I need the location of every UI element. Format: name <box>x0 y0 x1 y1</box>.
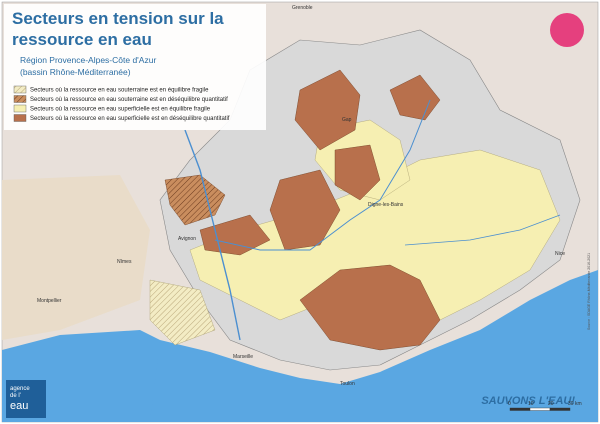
subtitle: (bassin Rhône-Méditerranée) <box>20 67 131 77</box>
brown-zone <box>334 144 381 201</box>
scale-bar: 0 10 20 30 km <box>508 401 582 411</box>
place: Digne-les-Bains <box>368 202 404 208</box>
scale-label: 30 km <box>568 401 582 407</box>
legend-swatch <box>13 95 27 103</box>
brown-zone <box>294 69 361 151</box>
scale-segment <box>529 407 551 411</box>
place: Grenoble <box>292 5 313 11</box>
agency-text: eau <box>10 400 28 412</box>
river-rhone <box>184 129 241 341</box>
place: Toulon <box>340 381 355 387</box>
agency-text: agence <box>10 386 30 392</box>
legend-label: Secteurs où la ressource en eau superfic… <box>30 116 230 122</box>
subtitle: Région Provence-Alpes-Côte d'Azur <box>20 55 156 65</box>
legend: Secteurs où la ressource en eau souterra… <box>13 85 230 122</box>
brown-zone <box>389 74 441 121</box>
place: Montpellier <box>37 298 62 304</box>
place: Marseille <box>233 354 253 360</box>
scale-label: 20 <box>548 401 554 407</box>
legend-label: Secteurs où la ressource en eau souterra… <box>30 97 228 103</box>
scale-segment <box>509 407 531 411</box>
scale-label: 10 <box>528 401 534 407</box>
scale-label: 0 <box>508 401 511 407</box>
brown-zone <box>269 169 341 251</box>
sea <box>140 270 598 422</box>
river-durance <box>214 99 431 251</box>
agency-logo <box>6 380 46 418</box>
title: ressource en eau <box>12 30 152 49</box>
legend-swatch <box>13 114 27 122</box>
river <box>404 214 561 246</box>
scale-segment <box>549 407 571 411</box>
place: Nîmes <box>117 259 132 265</box>
legend-swatch <box>13 85 27 94</box>
legend-label: Secteurs où la ressource en eau superfic… <box>30 107 211 113</box>
terrain <box>2 175 150 340</box>
legend-label: Secteurs où la ressource en eau souterra… <box>30 88 209 94</box>
brown-zone <box>199 214 271 256</box>
place: Avignon <box>178 236 196 242</box>
agency-text: de l' <box>10 393 21 399</box>
place: Nice <box>555 251 565 257</box>
title-panel <box>4 4 266 130</box>
badge <box>550 13 584 47</box>
title: Secteurs en tension sur la <box>12 9 224 28</box>
slogan: SAUVONS L'EAU! <box>481 395 575 407</box>
source: Source : SDAGE Rhône-Méditerranée 2016-2… <box>587 253 591 330</box>
legend-swatch <box>13 104 27 113</box>
hatched-zone <box>149 279 216 346</box>
place: Gap <box>342 117 352 123</box>
brown-zone <box>299 264 441 351</box>
